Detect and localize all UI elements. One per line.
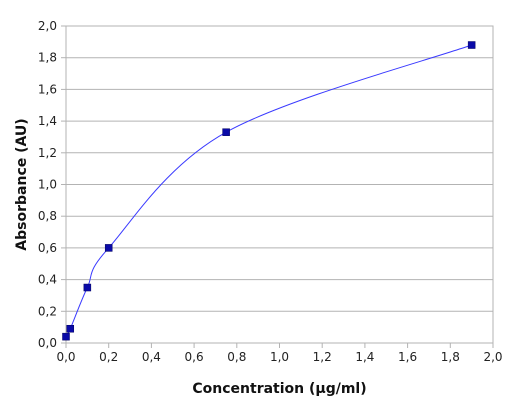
data-point-marker: [104, 244, 113, 252]
y-tick-label: 1,8: [38, 51, 57, 65]
x-tick-label: 1,2: [313, 350, 332, 364]
y-tick-label: 1,2: [38, 146, 57, 160]
y-tick-label: 1,0: [38, 178, 57, 192]
x-tick-label: 0,8: [227, 350, 246, 364]
y-tick-label: 2,0: [38, 19, 57, 33]
y-axis-ticks: 0,0 0,2 0,4 0,6 0,8 1,0 1,2 1,4 1,6 1,8 2,0: [38, 19, 66, 350]
data-point-marker: [222, 128, 230, 136]
y-tick-label: 0,8: [38, 209, 57, 223]
series-markers: [62, 41, 476, 341]
x-tick-label: 0,2: [99, 350, 118, 364]
x-tick-label: 0,4: [142, 350, 161, 364]
x-tick-label: 0,6: [185, 350, 204, 364]
x-tick-label: 1,8: [441, 350, 460, 364]
data-point-marker: [83, 283, 92, 292]
x-tick-label: 0,0: [56, 350, 75, 364]
x-tick-label: 2,0: [483, 350, 502, 364]
y-tick-label: 1,4: [38, 114, 57, 128]
y-axis-title: Absorbance (AU): [14, 118, 30, 250]
x-tick-label: 1,4: [355, 350, 374, 364]
y-tick-label: 0,0: [38, 336, 57, 350]
data-point-marker: [66, 324, 75, 333]
x-tick-label: 1,6: [398, 350, 417, 364]
x-axis-ticks: 0,0 0,2 0,4 0,6 0,8 1,0 1,2 1,4 1,6 1,8 2,0: [56, 343, 503, 364]
y-tick-label: 0,4: [38, 273, 57, 287]
y-tick-label: 0,2: [38, 304, 57, 318]
x-tick-label: 1,0: [270, 350, 289, 364]
data-point-marker: [467, 41, 476, 49]
y-tick-label: 0,6: [38, 241, 57, 255]
x-axis-title: Concentration (µg/ml): [192, 381, 366, 397]
grid-lines: [66, 57, 493, 312]
data-point-marker: [62, 332, 70, 341]
series-curve: [65, 44, 472, 337]
y-tick-label: 1,6: [38, 82, 57, 96]
